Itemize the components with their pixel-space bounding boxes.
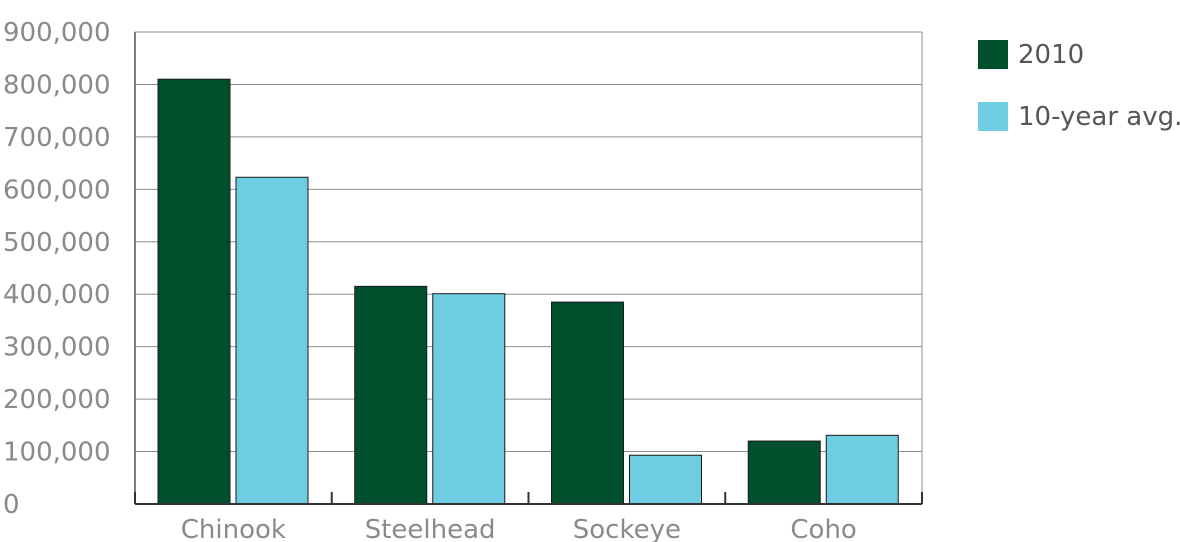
legend-swatch — [978, 40, 1008, 69]
y-tick-label: 700,000 — [3, 123, 111, 153]
x-tick-labels: Chinook Steelhead Sockeye Coho — [181, 515, 857, 542]
x-tick-label: Steelhead — [365, 515, 496, 542]
bar-10-year-avg--sockeye — [629, 454, 702, 505]
y-tick-label: 800,000 — [3, 70, 111, 100]
bar-10-year-avg--chinook — [235, 176, 309, 505]
y-tick-label: 900,000 — [3, 18, 111, 48]
y-tick-label: 200,000 — [3, 385, 111, 415]
y-tick-label: 300,000 — [3, 333, 111, 363]
x-tick-label: Sockeye — [573, 515, 681, 542]
y-tick-labels: 0 100,000 200,000 300,000 400,000 500,000 600,… — [3, 18, 111, 520]
bar-2010-sockeye — [551, 301, 624, 505]
bar-2010-chinook — [157, 78, 231, 505]
bar-10-year-avg--steelhead — [432, 293, 506, 505]
y-tick-label: 0 — [3, 490, 20, 520]
y-tick-label: 100,000 — [3, 438, 111, 468]
y-tick-label: 500,000 — [3, 228, 111, 258]
legend-label: 10-year avg. — [1018, 102, 1180, 132]
legend-label: 2010 — [1018, 40, 1084, 70]
bar-2010-coho — [747, 440, 821, 505]
x-tick-label: Coho — [790, 515, 856, 542]
axes — [134, 31, 923, 505]
bars — [157, 78, 899, 505]
y-tick-label: 600,000 — [3, 175, 111, 205]
legend-swatch — [978, 102, 1008, 131]
legend: 2010 10-year avg. — [978, 40, 1180, 132]
bar-2010-steelhead — [354, 285, 428, 505]
y-tick-label: 400,000 — [3, 280, 111, 310]
x-tick-label: Chinook — [181, 515, 286, 542]
bar-10-year-avg--coho — [825, 434, 899, 505]
